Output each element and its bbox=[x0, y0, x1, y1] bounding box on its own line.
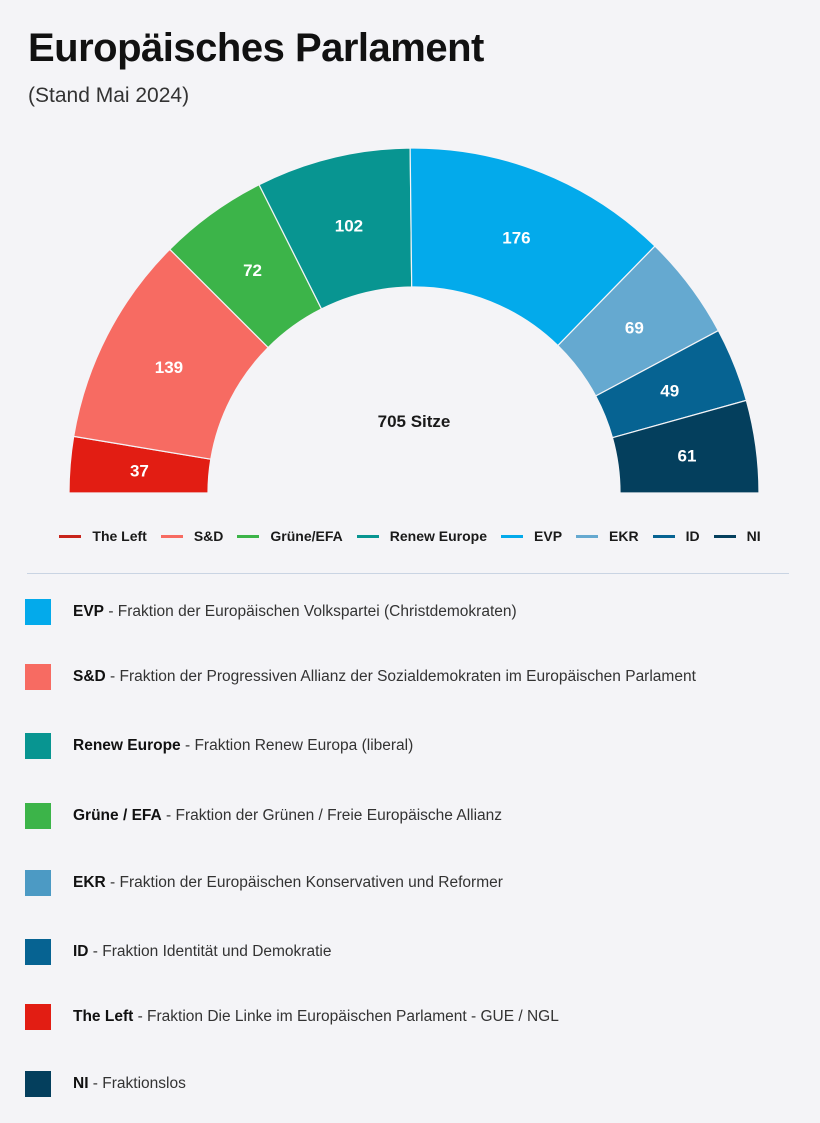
group-full-name: - Fraktion der Europäischen Volkspartei … bbox=[104, 603, 517, 620]
group-abbreviation: EVP bbox=[73, 603, 105, 620]
legend-label: NI bbox=[746, 528, 761, 544]
chart-center-label: 705 Sitze bbox=[378, 412, 451, 431]
group-description: Renew Europe - Fraktion Renew Europa (li… bbox=[73, 737, 413, 755]
group-full-name: - Fraktionslos bbox=[88, 1075, 186, 1092]
legend-item: NI bbox=[713, 528, 761, 544]
group-abbreviation: Renew Europe bbox=[73, 737, 181, 754]
segment-value-id: 49 bbox=[660, 382, 679, 401]
segment-value-gr-ne-efa: 72 bbox=[243, 261, 262, 280]
segment-ni bbox=[611, 399, 760, 494]
divider bbox=[27, 573, 789, 574]
group-abbreviation: The Left bbox=[73, 1008, 134, 1025]
group-full-name: - Fraktion Renew Europa (liberal) bbox=[180, 737, 414, 754]
group-abbreviation: ID bbox=[73, 943, 89, 960]
group-description-row: Grüne / EFA - Fraktion der Grünen / Frei… bbox=[25, 803, 502, 829]
group-description: The Left - Fraktion Die Linke im Europäi… bbox=[73, 1008, 559, 1026]
group-description: ID - Fraktion Identität und Demokratie bbox=[73, 943, 331, 961]
group-full-name: - Fraktion der Europäischen Konservative… bbox=[105, 874, 503, 891]
hemicycle-chart: 37 139 72 102 176 69 49 61 705 Sitze bbox=[68, 147, 760, 494]
group-color-box bbox=[25, 870, 51, 896]
group-abbreviation: S&D bbox=[73, 668, 106, 685]
group-color-box bbox=[25, 664, 51, 690]
segment-value-the-left: 37 bbox=[130, 461, 149, 480]
group-description: NI - Fraktionslos bbox=[73, 1075, 186, 1093]
group-description-row: ID - Fraktion Identität und Demokratie bbox=[25, 939, 331, 965]
group-description: S&D - Fraktion der Progressiven Allianz … bbox=[73, 668, 696, 686]
legend-swatch bbox=[160, 534, 183, 538]
group-description: Grüne / EFA - Fraktion der Grünen / Frei… bbox=[73, 807, 502, 825]
group-full-name: - Fraktion der Grünen / Freie Europäisch… bbox=[161, 807, 503, 824]
group-description-row: The Left - Fraktion Die Linke im Europäi… bbox=[25, 1004, 559, 1030]
segment-value-renew-europe: 102 bbox=[335, 216, 363, 235]
legend-item: S&D bbox=[160, 528, 224, 544]
group-full-name: - Fraktion Identität und Demokratie bbox=[88, 943, 332, 960]
group-description-row: Renew Europe - Fraktion Renew Europa (li… bbox=[25, 733, 413, 759]
group-description: EKR - Fraktion der Europäischen Konserva… bbox=[73, 874, 503, 892]
page-title: Europäisches Parlament bbox=[28, 26, 484, 70]
legend-label: The Left bbox=[92, 528, 147, 544]
legend-swatch bbox=[501, 534, 524, 538]
group-full-name: - Fraktion der Progressiven Allianz der … bbox=[105, 668, 696, 685]
legend-label: EVP bbox=[534, 528, 563, 544]
group-color-box bbox=[25, 803, 51, 829]
legend-label: EKR bbox=[609, 528, 639, 544]
segment-value-s-d: 139 bbox=[155, 358, 183, 377]
group-description: EVP - Fraktion der Europäischen Volkspar… bbox=[73, 603, 517, 621]
page-subtitle: (Stand Mai 2024) bbox=[28, 84, 190, 107]
group-color-box bbox=[25, 733, 51, 759]
group-abbreviation: NI bbox=[73, 1075, 89, 1092]
group-color-box bbox=[25, 599, 51, 625]
hemicycle-segments bbox=[68, 147, 760, 494]
segment-value-ni: 61 bbox=[677, 447, 696, 466]
legend-label: S&D bbox=[193, 528, 224, 544]
legend-item: ID bbox=[652, 528, 700, 544]
group-color-box bbox=[25, 939, 51, 965]
chart-legend: The Left S&D Grüne/EFA Renew Europe EVP EKR ID… bbox=[0, 528, 820, 544]
legend-label: ID bbox=[685, 528, 700, 544]
legend-label: Grüne/EFA bbox=[270, 528, 343, 544]
legend-item: EVP bbox=[501, 528, 562, 544]
legend-item: Grüne/EFA bbox=[237, 528, 343, 544]
group-full-name: - Fraktion Die Linke im Europäischen Par… bbox=[133, 1008, 559, 1025]
group-description-row: EKR - Fraktion der Europäischen Konserva… bbox=[25, 870, 503, 896]
legend-label: Renew Europe bbox=[389, 528, 488, 544]
legend-item: EKR bbox=[576, 528, 639, 544]
segment-value-evp: 176 bbox=[502, 228, 530, 247]
legend-swatch bbox=[652, 534, 675, 538]
group-abbreviation: Grüne / EFA bbox=[73, 807, 162, 824]
legend-swatch bbox=[237, 534, 260, 538]
group-color-box bbox=[25, 1004, 51, 1030]
group-description-row: S&D - Fraktion der Progressiven Allianz … bbox=[25, 664, 696, 690]
group-description-row: NI - Fraktionslos bbox=[25, 1071, 186, 1097]
legend-swatch bbox=[713, 534, 736, 538]
group-description-row: EVP - Fraktion der Europäischen Volkspar… bbox=[25, 599, 517, 625]
legend-swatch bbox=[59, 534, 82, 538]
segment-value-ekr: 69 bbox=[625, 319, 644, 338]
group-color-box bbox=[25, 1071, 51, 1097]
group-abbreviation: EKR bbox=[73, 874, 106, 891]
legend-swatch bbox=[576, 534, 599, 538]
legend-swatch bbox=[356, 534, 379, 538]
legend-item: The Left bbox=[59, 528, 147, 544]
legend-item: Renew Europe bbox=[356, 528, 488, 544]
hemicycle-value-labels: 37 139 72 102 176 69 49 61 bbox=[130, 216, 696, 480]
